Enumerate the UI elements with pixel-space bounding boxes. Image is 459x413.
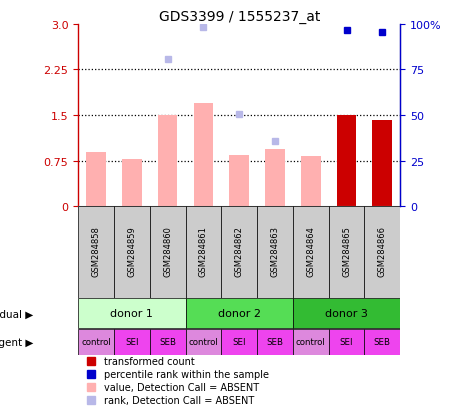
Text: agent ▶: agent ▶ [0,337,33,347]
Text: GSM284859: GSM284859 [127,225,136,276]
Text: SEB: SEB [373,337,390,347]
Text: donor 3: donor 3 [325,309,367,318]
Text: transformed count: transformed count [104,356,194,366]
Text: SEI: SEI [339,337,353,347]
Bar [257,207,292,298]
Bar [336,116,356,207]
Text: control: control [188,337,218,347]
Bar [364,207,399,298]
Bar [372,121,392,207]
Bar [300,157,320,207]
Text: donor 2: donor 2 [217,309,260,318]
Bar [292,329,328,355]
Text: control: control [295,337,325,347]
Text: SEB: SEB [266,337,283,347]
Bar [114,329,150,355]
Bar [292,207,328,298]
Bar [221,329,257,355]
Bar [157,116,177,207]
Bar [122,159,141,207]
Bar [193,104,213,207]
Bar [257,329,292,355]
Text: GSM284858: GSM284858 [91,225,101,276]
Bar [328,207,364,298]
Bar [185,329,221,355]
Text: GSM284860: GSM284860 [163,225,172,276]
Bar [86,152,106,207]
Text: SEI: SEI [125,337,138,347]
Text: individual ▶: individual ▶ [0,309,33,318]
Bar [78,299,185,329]
Bar [229,155,248,207]
Text: rank, Detection Call = ABSENT: rank, Detection Call = ABSENT [104,395,254,405]
Bar [292,299,399,329]
Bar [78,329,114,355]
Title: GDS3399 / 1555237_at: GDS3399 / 1555237_at [158,10,319,24]
Bar [328,329,364,355]
Bar [185,207,221,298]
Text: percentile rank within the sample: percentile rank within the sample [104,369,269,379]
Text: GSM284866: GSM284866 [377,225,386,276]
Text: value, Detection Call = ABSENT: value, Detection Call = ABSENT [104,382,258,392]
Bar [185,299,292,329]
Text: GSM284862: GSM284862 [234,225,243,276]
Text: SEI: SEI [232,337,246,347]
Text: GSM284863: GSM284863 [270,225,279,276]
Text: GSM284861: GSM284861 [198,225,207,276]
Bar [150,329,185,355]
Bar [150,207,185,298]
Text: GSM284865: GSM284865 [341,225,350,276]
Bar [114,207,150,298]
Bar [221,207,257,298]
Bar [264,149,284,207]
Text: GSM284864: GSM284864 [306,225,314,276]
Text: control: control [81,337,111,347]
Bar [364,329,399,355]
Bar [78,207,114,298]
Text: donor 1: donor 1 [110,309,153,318]
Text: SEB: SEB [159,337,176,347]
